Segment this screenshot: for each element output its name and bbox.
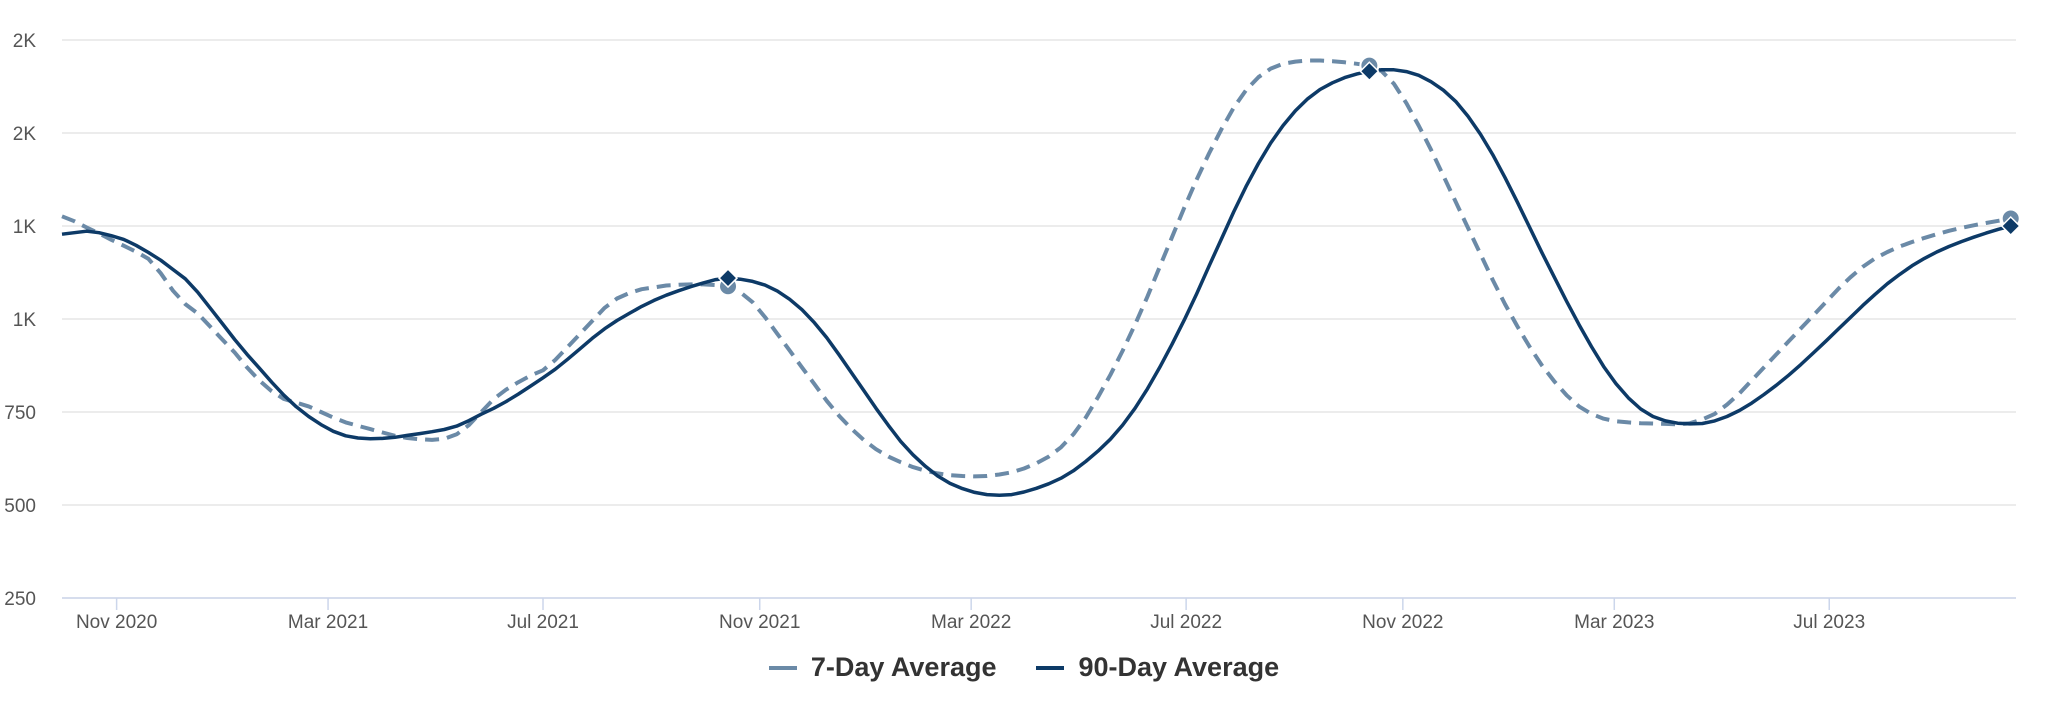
- legend-label-90-day: 90-Day Average: [1078, 652, 1280, 682]
- legend-item-90-day[interactable]: 90-Day Average: [1036, 652, 1279, 683]
- legend-item-7-day[interactable]: 7-Day Average: [768, 652, 997, 683]
- x-axis: Nov 2020 Mar 2021 Jul 2021 Nov 2021 Mar 2022…: [62, 597, 2016, 633]
- legend: 7-Day Average 90-Day Average: [0, 652, 2048, 683]
- series-lines: [61, 58, 2012, 498]
- y-tick-label: 1K: [13, 310, 37, 331]
- y-tick-label: 1K: [13, 217, 37, 238]
- x-tick-label: Jul 2022: [1150, 612, 1222, 633]
- y-axis-labels: 250 500 750 1K 1K 2K 2K: [4, 31, 36, 610]
- series-line-7-day: [61, 58, 2012, 479]
- series-line-90-day: [61, 68, 2012, 498]
- y-tick-label: 500: [4, 496, 36, 517]
- y-tick-label: 2K: [13, 31, 37, 52]
- marker-90-day[interactable]: [717, 268, 739, 289]
- legend-swatch-7-day: [768, 665, 797, 670]
- y-tick-label: 750: [4, 403, 36, 424]
- marker-90-day[interactable]: [2000, 215, 2021, 237]
- x-tick-label: Mar 2021: [288, 612, 368, 633]
- marker-90-day[interactable]: [1359, 61, 1380, 82]
- x-tick-label: Mar 2022: [931, 612, 1011, 633]
- y-tick-label: 250: [4, 589, 36, 610]
- x-tick-label: Nov 2020: [76, 612, 157, 633]
- x-tick-label: Nov 2021: [719, 612, 800, 633]
- x-tick-label: Nov 2022: [1362, 612, 1443, 633]
- legend-label-7-day: 7-Day Average: [810, 652, 997, 682]
- x-tick-label: Jul 2021: [507, 612, 579, 633]
- series-markers: [717, 55, 2021, 297]
- y-tick-label: 2K: [13, 124, 37, 145]
- x-tick-label: Jul 2023: [1793, 612, 1865, 633]
- grid-lines: [62, 39, 2016, 599]
- legend-swatch-90-day: [1036, 665, 1065, 670]
- x-tick-label: Mar 2023: [1574, 612, 1654, 633]
- line-chart: 250 500 750 1K 1K 2K 2K Nov 2020 Mar 2021 Jul 20…: [4, 31, 2021, 633]
